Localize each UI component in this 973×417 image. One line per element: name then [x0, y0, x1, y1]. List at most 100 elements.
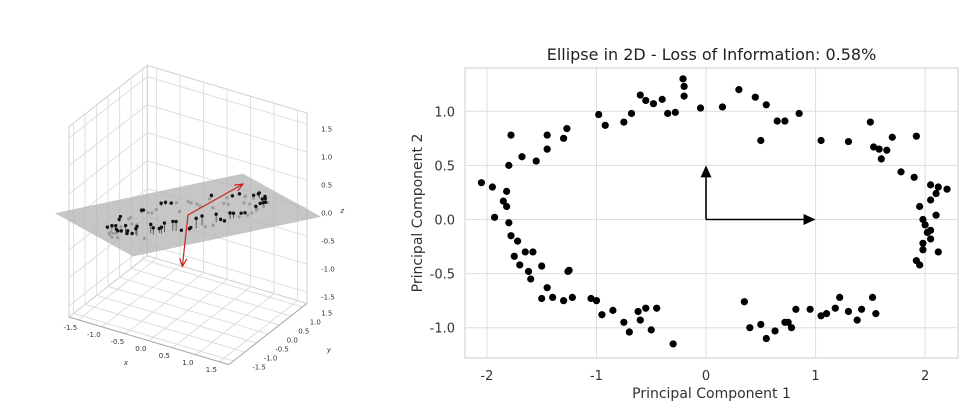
data-point	[844, 307, 853, 316]
data-point	[919, 246, 927, 254]
data-point	[636, 91, 644, 99]
data-point	[932, 189, 940, 198]
data-point	[916, 202, 924, 211]
data-point	[627, 109, 636, 118]
data-point	[258, 201, 262, 206]
data-point	[910, 173, 918, 181]
data-point	[499, 197, 507, 205]
data-point	[866, 118, 874, 126]
data-point	[927, 196, 935, 204]
data-point	[669, 340, 677, 348]
data-point	[718, 103, 727, 111]
data-point	[231, 211, 236, 215]
data-point	[806, 305, 814, 313]
data-point	[114, 227, 119, 232]
principal-vector-head	[179, 257, 188, 268]
data-point	[174, 219, 178, 224]
y-axis-label: y	[326, 346, 332, 354]
data-point	[505, 161, 513, 169]
data-point	[477, 179, 486, 187]
x-tick-label: -1	[590, 369, 603, 384]
data-point	[194, 216, 198, 221]
data-point	[680, 92, 688, 100]
data-point	[927, 235, 935, 243]
data-point	[218, 217, 223, 222]
data-point	[919, 215, 927, 224]
data-point	[927, 226, 935, 234]
z-tick-label: 0.5	[321, 181, 332, 189]
y-tick-label: -0.5	[430, 268, 455, 283]
data-point	[125, 229, 130, 233]
data-point	[853, 316, 861, 324]
data-point	[784, 318, 792, 326]
data-point	[620, 318, 628, 326]
data-point	[762, 101, 770, 109]
data-point	[872, 310, 880, 318]
data-point	[934, 248, 942, 256]
x-axis-label: x	[123, 359, 129, 367]
data-point	[897, 168, 905, 176]
y-tick-label: 0.0	[287, 337, 298, 345]
data-point	[671, 108, 679, 116]
data-point	[503, 187, 511, 195]
y-tick-label: 1.0	[434, 105, 455, 120]
data-point	[488, 183, 496, 191]
data-point	[110, 224, 114, 228]
gridline	[219, 300, 298, 363]
gridline	[172, 286, 251, 349]
data-point	[254, 204, 258, 208]
component-arrow-head	[803, 213, 816, 225]
data-point	[595, 110, 603, 119]
data-point	[883, 146, 891, 154]
data-point	[773, 117, 781, 125]
x-tick-label: 0	[702, 369, 710, 384]
data-point	[560, 297, 568, 305]
y-tick-label: 1.0	[310, 319, 321, 327]
data-point	[125, 231, 129, 236]
x-tick-label: 0.5	[159, 352, 170, 360]
data-point	[771, 327, 779, 335]
data-point	[822, 310, 831, 318]
data-point	[649, 100, 658, 108]
data-point	[228, 211, 232, 215]
data-point	[169, 201, 173, 205]
y-tick-label: -0.5	[275, 346, 289, 354]
data-point	[507, 232, 515, 240]
data-point	[243, 211, 247, 215]
data-point	[836, 293, 844, 302]
data-point	[601, 121, 609, 129]
data-point	[134, 227, 138, 231]
gridline	[142, 258, 303, 308]
data-point	[543, 145, 551, 153]
z-axis-label: z	[339, 207, 344, 215]
data-point	[565, 266, 573, 274]
data-point	[163, 200, 168, 204]
gridline	[147, 76, 308, 125]
component-arrow-head	[700, 165, 712, 178]
data-point	[877, 155, 885, 163]
y-tick-label: 1.5	[321, 310, 332, 318]
data-point	[209, 193, 214, 198]
data-point	[927, 181, 935, 189]
data-point	[757, 320, 765, 329]
data-point	[179, 228, 184, 232]
gridline	[147, 104, 308, 153]
data-point	[159, 201, 163, 205]
data-point	[642, 304, 650, 312]
data-point	[932, 211, 940, 219]
data-point	[119, 229, 123, 233]
data-point	[518, 153, 526, 161]
z-tick-label: 1.0	[321, 153, 332, 161]
x-tick-label: 2	[921, 369, 929, 384]
x-tick-label: 1.0	[182, 359, 193, 367]
data-point	[817, 136, 825, 145]
plot-area	[464, 67, 959, 359]
data-point	[647, 326, 655, 334]
data-point	[912, 132, 920, 140]
data-point	[592, 297, 601, 305]
data-point	[529, 248, 537, 256]
data-point	[916, 261, 924, 269]
data-point	[149, 222, 153, 227]
data-point	[239, 211, 243, 215]
y-tick-label: 0.5	[434, 159, 455, 174]
